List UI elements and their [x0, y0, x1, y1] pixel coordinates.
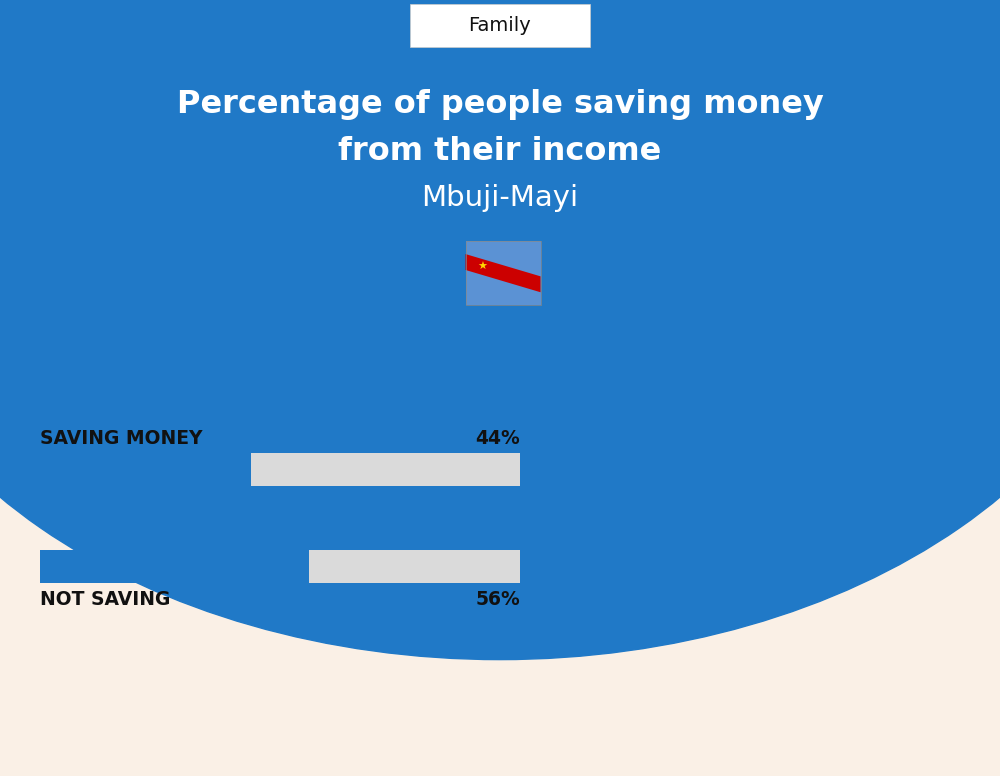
- FancyBboxPatch shape: [410, 4, 590, 47]
- Text: 44%: 44%: [475, 429, 520, 448]
- Text: from their income: from their income: [338, 136, 662, 167]
- Text: NOT SAVING: NOT SAVING: [40, 590, 170, 608]
- Bar: [40, 550, 520, 583]
- Text: Mbuji-Mayi: Mbuji-Mayi: [421, 184, 579, 212]
- Bar: [466, 241, 540, 305]
- Text: Family: Family: [469, 16, 531, 35]
- Text: 56%: 56%: [475, 590, 520, 608]
- Bar: [466, 241, 540, 305]
- Ellipse shape: [0, 0, 1000, 660]
- Bar: [40, 550, 309, 583]
- Text: Percentage of people saving money: Percentage of people saving money: [177, 89, 823, 120]
- Polygon shape: [466, 254, 540, 293]
- Text: ★: ★: [477, 262, 487, 272]
- Text: SAVING MONEY: SAVING MONEY: [40, 429, 202, 448]
- Bar: [40, 453, 251, 486]
- Bar: [40, 453, 520, 486]
